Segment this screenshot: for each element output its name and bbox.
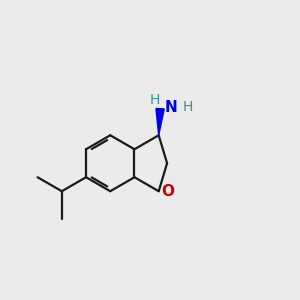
Text: H: H [182, 100, 193, 114]
Text: N: N [165, 100, 178, 115]
Polygon shape [156, 109, 164, 135]
Text: O: O [162, 184, 175, 199]
Text: H: H [150, 93, 160, 107]
